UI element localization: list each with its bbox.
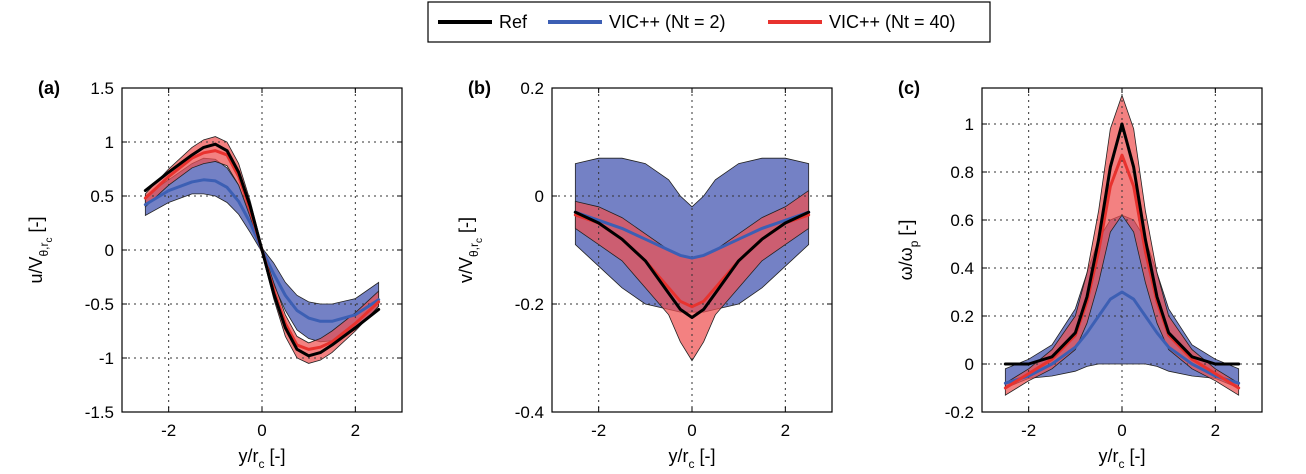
y-tick-label: 0.8 [950,163,974,182]
legend-label-nt2: VIC++ (Nt = 2) [609,12,726,32]
legend: Ref VIC++ (Nt = 2) VIC++ (Nt = 40) [427,1,991,43]
x-axis-title: y/rc [-] [1099,446,1146,471]
y-tick-label: 0 [535,187,544,206]
legend-label-ref: Ref [499,12,528,32]
legend-label-nt40: VIC++ (Nt = 40) [829,12,956,32]
y-tick-label: -0.2 [945,403,974,422]
y-tick-label: 0 [965,355,974,374]
x-tick-label: 2 [351,421,360,440]
series-line-ref [573,210,811,319]
x-axis-title: y/rc [-] [669,446,716,471]
y-tick-label: 1 [965,115,974,134]
x-tick-label: 2 [781,421,790,440]
y-axis-title: u/Vθ,rc [-] [26,216,55,283]
x-tick-label: -2 [161,421,176,440]
y-tick-label: -1 [99,349,114,368]
y-tick-label: 0.2 [950,307,974,326]
x-tick-label: -2 [591,421,606,440]
legend-frame [427,1,991,43]
y-axis-title: ω/ωp [-] [896,220,921,281]
y-tick-label: -0.5 [85,295,114,314]
y-tick-label: 0.6 [950,211,974,230]
y-tick-label: -1.5 [85,403,114,422]
y-tick-label: 0 [105,241,114,260]
panel-a: -2 0 2 -1.5 -1 -0.5 0 0.5 1 1.5 (a) y/rc [-] u/Vθ,rc… [26,78,403,471]
series-line-ref [143,142,381,358]
x-tick-label: 0 [257,421,266,440]
panel-b: -2 0 2 -0.4 -0.2 0 0.2 (b) y/rc [-] v/Vθ,rc [-] [456,78,833,471]
panel-label: (b) [468,78,491,98]
y-tick-label: 1.5 [90,79,114,98]
y-tick-label: 0.4 [950,259,974,278]
series-line-nt2 [1003,290,1241,385]
y-tick-label: -0.4 [515,403,544,422]
series-line-nt2 [573,210,811,260]
x-axis-title: y/rc [-] [239,446,286,471]
series-line-ref [1003,122,1241,366]
panel-label: (c) [898,78,920,98]
x-tick-label: -2 [1021,421,1036,440]
y-axis-title: v/Vθ,rc [-] [456,217,485,283]
x-tick-label: 0 [687,421,696,440]
y-tick-label: -0.2 [515,295,544,314]
y-tick-label: 1 [105,133,114,152]
y-tick-label: 0.2 [520,79,544,98]
y-tick-label: 0.5 [90,187,114,206]
x-tick-label: 2 [1211,421,1220,440]
series-line-nt40 [1003,153,1241,390]
x-tick-label: 0 [1117,421,1126,440]
panel-label: (a) [38,78,60,98]
panel-c: -2 0 2 -0.2 0 0.2 0.4 0.6 0.8 1 (c) y/rc [-] ω/ωp [-… [896,78,1263,471]
